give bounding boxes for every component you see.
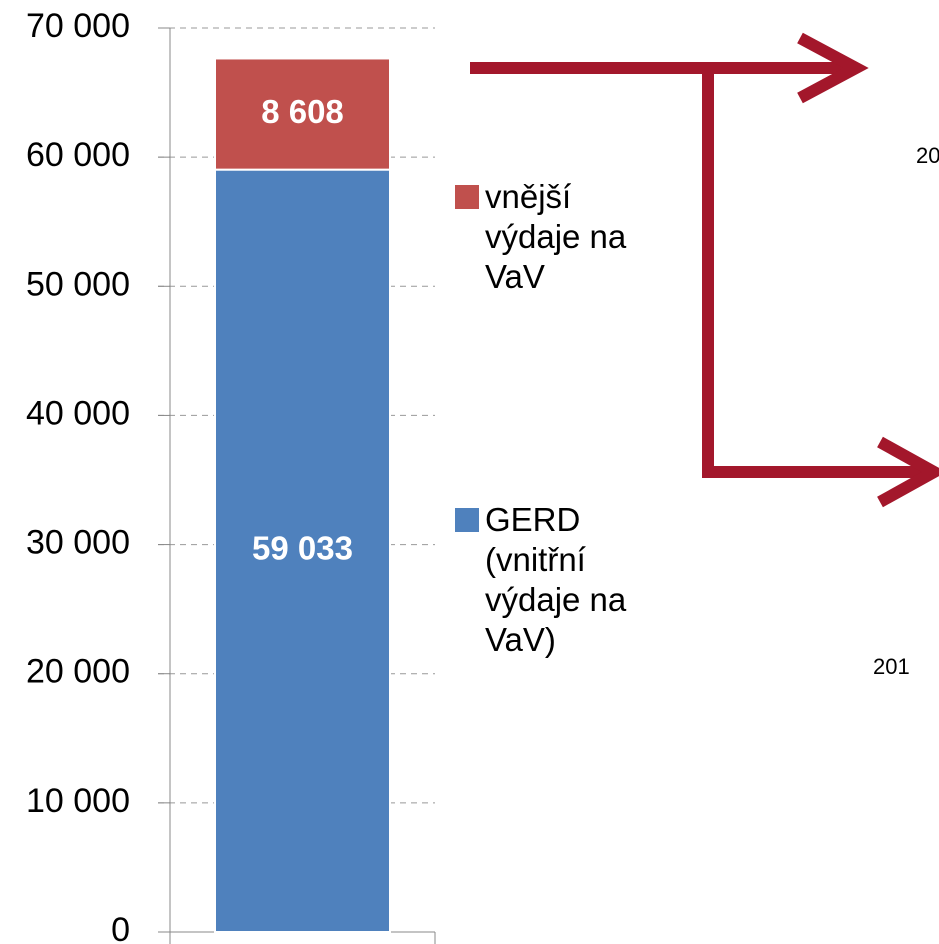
legend-swatch <box>455 508 479 532</box>
y-tick-label: 0 <box>111 911 130 944</box>
data-label: 59 033 <box>252 530 353 567</box>
y-tick-label: 30 000 <box>26 524 130 562</box>
bar-segment <box>214 168 391 933</box>
arrow <box>702 68 925 478</box>
y-tick-label: 40 000 <box>26 394 130 432</box>
y-tick-label: 70 000 <box>26 7 130 45</box>
bar-segment <box>214 57 391 171</box>
legend-entry: vnější výdaje na VaV <box>485 178 627 295</box>
annotation: 20 <box>916 143 939 168</box>
y-tick-label: 10 000 <box>26 782 130 820</box>
arrow-head <box>797 32 869 104</box>
y-tick-label: 60 000 <box>26 136 130 174</box>
legend-swatch <box>455 185 479 209</box>
arrow-head <box>877 436 939 508</box>
data-label: 8 608 <box>261 93 344 130</box>
y-tick-label: 50 000 <box>26 265 130 303</box>
legend-entry: GERD (vnitřní výdaje na VaV) <box>485 501 627 658</box>
y-tick-label: 20 000 <box>26 653 130 691</box>
annotation: 201 <box>873 654 910 679</box>
arrows <box>470 32 939 508</box>
